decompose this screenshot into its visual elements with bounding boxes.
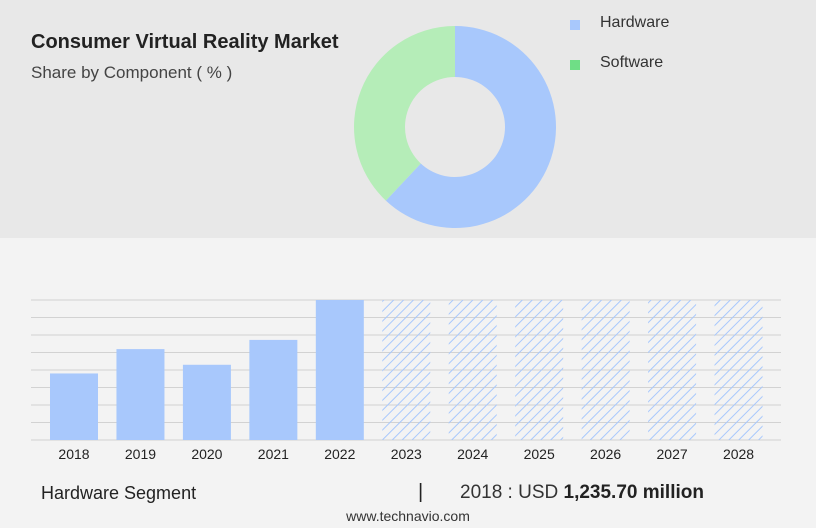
legend-swatch-software (570, 60, 580, 70)
donut-chart (354, 25, 557, 228)
x-tick-label: 2025 (524, 446, 555, 462)
bar-2020 (182, 364, 231, 440)
bar-2022 (315, 300, 364, 440)
forecast-bar-2024 (448, 300, 497, 440)
x-tick-label: 2022 (324, 446, 355, 462)
x-tick-label: 2028 (723, 446, 754, 462)
x-tick-label: 2021 (258, 446, 289, 462)
bar-2021 (249, 339, 298, 440)
x-tick-label: 2027 (657, 446, 688, 462)
x-tick-label: 2023 (391, 446, 422, 462)
forecast-bar-2027 (648, 300, 697, 440)
source-credit: www.technavio.com (346, 508, 470, 524)
legend-swatch-hardware (570, 20, 580, 30)
segment-label: Hardware Segment (41, 483, 197, 503)
chart-title: Consumer Virtual Reality Market (31, 31, 339, 53)
forecast-bar-2026 (581, 300, 630, 440)
x-tick-label: 2020 (191, 446, 222, 462)
forecast-bar-2025 (515, 300, 564, 440)
x-tick-label: 2026 (590, 446, 621, 462)
segment-value-amount: 1,235.70 million (563, 482, 704, 503)
legend-label-software: Software (600, 54, 664, 71)
segment-value-prefix: 2018 : USD (460, 482, 559, 503)
chart-subtitle: Share by Component ( % ) (31, 63, 233, 82)
x-tick-label: 2024 (457, 446, 488, 462)
legend-label-hardware: Hardware (600, 14, 670, 31)
forecast-bar-2023 (382, 300, 431, 440)
segment-value: 2018 : USD 1,235.70 million (460, 482, 704, 504)
forecast-bar-2028 (714, 300, 763, 440)
footer-separator: | (418, 481, 424, 503)
x-tick-label: 2018 (58, 446, 89, 462)
bar-2018 (50, 373, 98, 440)
bar-2019 (116, 349, 165, 440)
donut-slice-software (354, 25, 455, 201)
x-tick-label: 2019 (125, 446, 156, 462)
donut-slice-hardware (385, 26, 557, 228)
